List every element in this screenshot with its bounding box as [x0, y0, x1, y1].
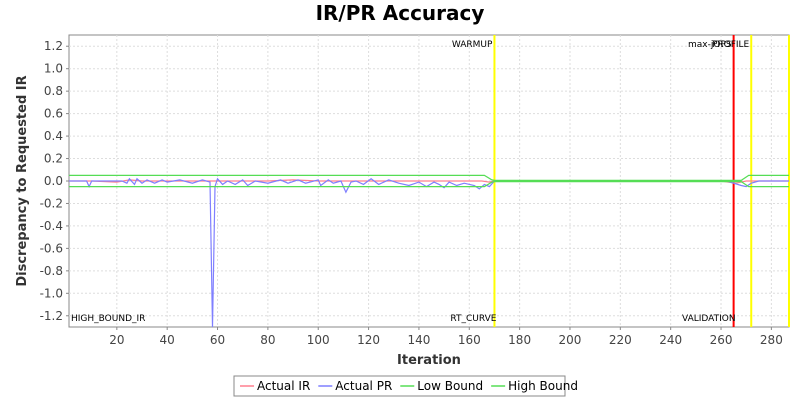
x-tick-label: 40: [160, 333, 175, 347]
y-tick-label: -0.6: [40, 241, 63, 255]
y-tick-label: -1.0: [40, 286, 63, 300]
y-tick-label: 0.8: [44, 84, 63, 98]
x-tick-label: 200: [559, 333, 582, 347]
x-tick-label: 260: [710, 333, 733, 347]
marker-label-bottom: RT_CURVE: [450, 314, 496, 324]
legend-label: Actual IR: [257, 379, 310, 393]
series-line: [69, 174, 789, 181]
legend-label: High Bound: [508, 379, 578, 393]
x-tick-label: 120: [357, 333, 380, 347]
legend: Actual IR Actual PR Low Bound High Bound: [240, 379, 578, 393]
x-axis-label: Iteration: [397, 353, 461, 368]
series-line: [69, 181, 789, 188]
legend-label: Low Bound: [417, 379, 483, 393]
marker-label-bottom: VALIDATION: [682, 314, 736, 324]
y-tick-label: 0.4: [44, 129, 63, 143]
legend-label: Actual PR: [335, 379, 392, 393]
x-tick-label: 60: [210, 333, 225, 347]
y-tick-label: 0.6: [44, 107, 63, 121]
x-tick-label: 160: [458, 333, 481, 347]
y-tick-label: 1.2: [44, 39, 63, 53]
y-tick-label: 0.2: [44, 152, 63, 166]
y-tick-label: -0.2: [40, 196, 63, 210]
y-tick-label: 1.0: [44, 62, 63, 76]
y-tick-label: -1.2: [40, 309, 63, 323]
series-line: [69, 177, 789, 328]
y-tick-label: 0.0: [44, 174, 63, 188]
x-tick-label: 20: [109, 333, 124, 347]
marker-label-top: WARMUP: [452, 40, 493, 50]
x-tick-label: 280: [760, 333, 783, 347]
y-axis-label: Discrepancy to Requested IR: [15, 75, 30, 286]
chart-title: IR/PR Accuracy: [316, 1, 485, 25]
x-tick-label: 100: [307, 333, 330, 347]
y-tick-label: -0.4: [40, 219, 63, 233]
corner-label: HIGH_BOUND_IR: [71, 314, 145, 324]
legend-box: [233, 375, 566, 397]
ticks: 20 40 60 80 100 120 140 160 180 200 220 240 260 280 1.…: [40, 39, 783, 347]
x-tick-label: 180: [508, 333, 531, 347]
x-tick-label: 240: [659, 333, 682, 347]
x-tick-label: 220: [609, 333, 632, 347]
x-tick-label: 80: [260, 333, 275, 347]
y-tick-label: -0.8: [40, 264, 63, 278]
series: [69, 174, 789, 328]
marker-label-top: PROFILE: [712, 40, 750, 50]
x-tick-label: 140: [407, 333, 430, 347]
marker-label-top: max-jOPS: [688, 40, 732, 50]
